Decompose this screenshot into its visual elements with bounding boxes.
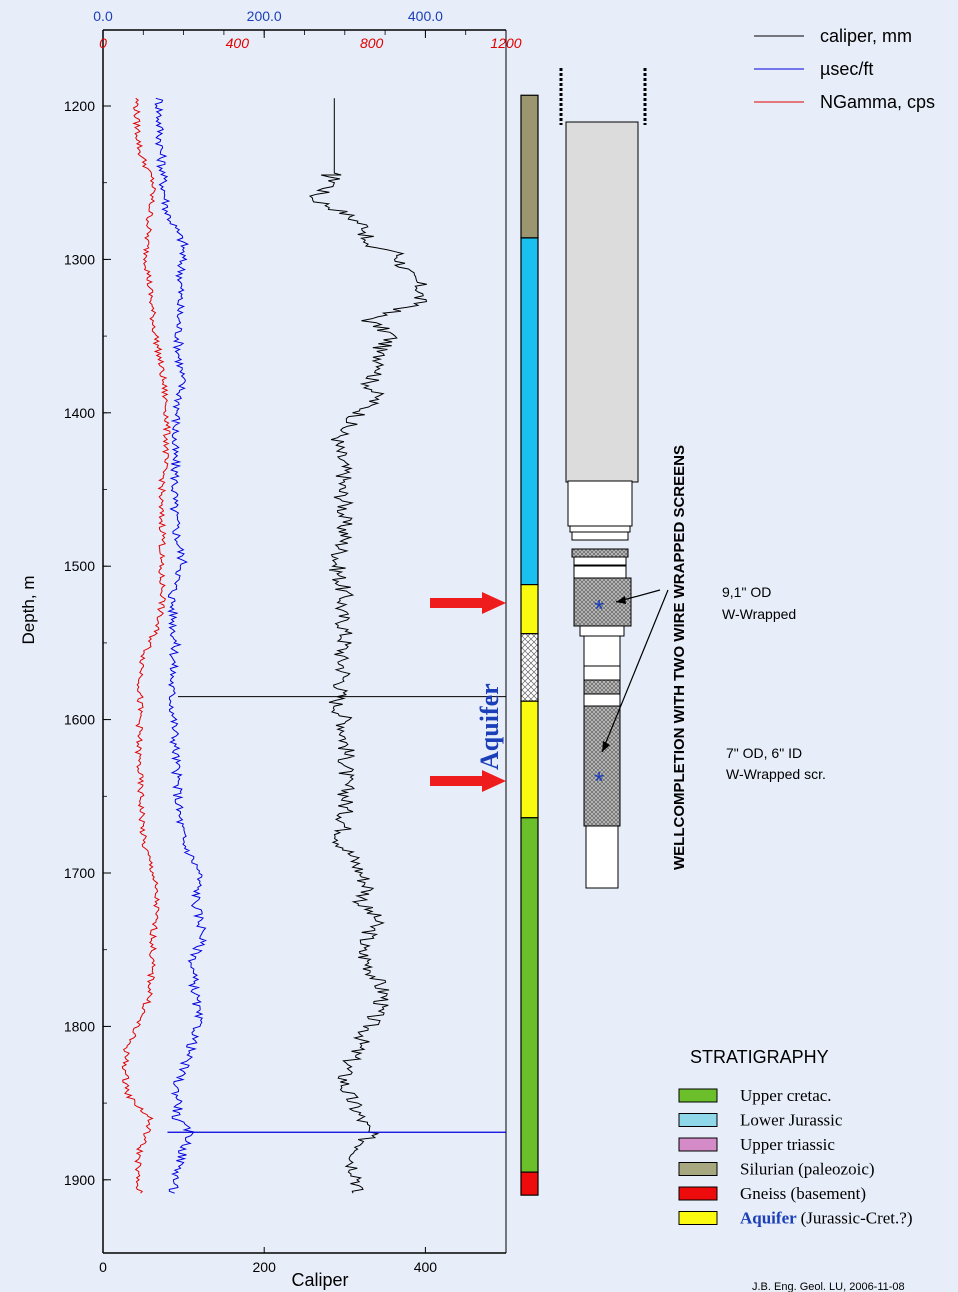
stratigraphic-column (520, 94, 539, 1196)
depth-tick-label: 1500 (64, 558, 95, 574)
aquifer-arrow (430, 769, 506, 792)
column-unit (520, 700, 539, 819)
aquifer-column-label: Aquifer (475, 683, 504, 770)
strat-swatch (678, 1137, 718, 1152)
depth-tick-label: 1300 (64, 251, 95, 267)
strat-swatch (678, 1088, 718, 1103)
strat-label: Silurian (paleozoic) (740, 1160, 875, 1179)
strat-label: Upper triassic (740, 1135, 835, 1154)
stratigraphy-legend: Upper cretac. Lower Jurassic Upper triassi… (678, 1086, 912, 1228)
screen-1-label-line1: 9,1" OD (722, 584, 771, 600)
legend-label: caliper, mm (820, 26, 912, 46)
column-unit (520, 633, 539, 702)
log-curves (121, 97, 506, 1194)
stratigraphy-title: STRATIGRAPHY (690, 1047, 829, 1067)
legend-label: µsec/ft (820, 59, 873, 79)
usec-axis: 0.0 200.0 400.0 (93, 8, 507, 38)
depth-tick-label: 1400 (64, 405, 95, 421)
depth-axis-label: Depth, m (19, 576, 38, 645)
depth-tick-label: 1800 (64, 1018, 95, 1034)
column-unit (520, 817, 539, 1173)
ngamma-tick-label: 400 (226, 35, 250, 51)
ngamma-tick-label: 1200 (490, 35, 521, 51)
column-unit (520, 237, 539, 586)
screen-1-star: * (594, 594, 604, 624)
legend-label: NGamma, cps (820, 92, 935, 112)
usec-tick-label: 400.0 (408, 8, 443, 24)
strat-label: Gneiss (basement) (740, 1184, 866, 1203)
caliper-tick-label: 0 (99, 1259, 107, 1275)
casing (565, 121, 639, 483)
well-schematic: * * (559, 68, 669, 889)
depth-tick-label: 1600 (64, 712, 95, 728)
strat-swatch (678, 1186, 718, 1201)
strat-label: Upper cretac. (740, 1086, 832, 1105)
column-unit (520, 584, 539, 635)
strat-swatch (678, 1162, 718, 1176)
column-unit (520, 1171, 539, 1196)
strat-swatch (678, 1113, 718, 1127)
caliper-tick-label: 400 (414, 1259, 438, 1275)
screen-2-label-line1: 7" OD, 6" ID (726, 745, 802, 761)
strat-label-rest: (Jurassic-Cret.?) (801, 1209, 913, 1228)
screen-1-label-line2: W-Wrapped (722, 606, 796, 622)
usec-tick-label: 200.0 (247, 8, 282, 24)
aquifer-arrow (430, 592, 506, 615)
strat-label: Aquifer (Jurassic-Cret.?) (740, 1209, 912, 1228)
ngamma-axis: 0 400 800 1200 (99, 35, 522, 51)
series-line-1 (308, 98, 428, 1194)
series-line-2 (154, 97, 207, 1194)
aquifer-arrows (430, 592, 506, 792)
strat-swatch (678, 1211, 718, 1225)
caliper-axis: 0 200 400 (99, 1247, 437, 1275)
depth-tick-label: 1700 (64, 865, 95, 881)
plot-frame (102, 29, 507, 1254)
chart-legend: caliper, mm µsec/ft NGamma, cps (754, 26, 935, 112)
usec-tick-label: 0.0 (93, 8, 113, 24)
depth-axis: 1200 1300 1400 1500 1600 1700 1800 1900 (64, 98, 111, 1188)
ngamma-tick-label: 800 (360, 35, 384, 51)
series-line-3 (121, 97, 172, 1194)
depth-tick-label: 1900 (64, 1172, 95, 1188)
column-unit (520, 94, 539, 239)
screen-2 (583, 705, 621, 827)
ngamma-tick-label: 0 (99, 35, 107, 51)
footer-credit: J.B. Eng. Geol. LU, 2006-11-08 (752, 1281, 905, 1292)
screen-2-star: * (594, 766, 604, 796)
strat-label-prefix: Aquifer (740, 1209, 801, 1228)
well-vertical-title: WELLCOMPLETION WITH TWO WIRE WRAPPED SCR… (671, 445, 688, 870)
screen-2-label-line2: W-Wrapped scr. (726, 766, 826, 782)
depth-tick-label: 1200 (64, 98, 95, 114)
caliper-tick-label: 200 (253, 1259, 277, 1275)
caliper-axis-label: Caliper (291, 1270, 348, 1290)
strat-label: Lower Jurassic (740, 1111, 843, 1130)
